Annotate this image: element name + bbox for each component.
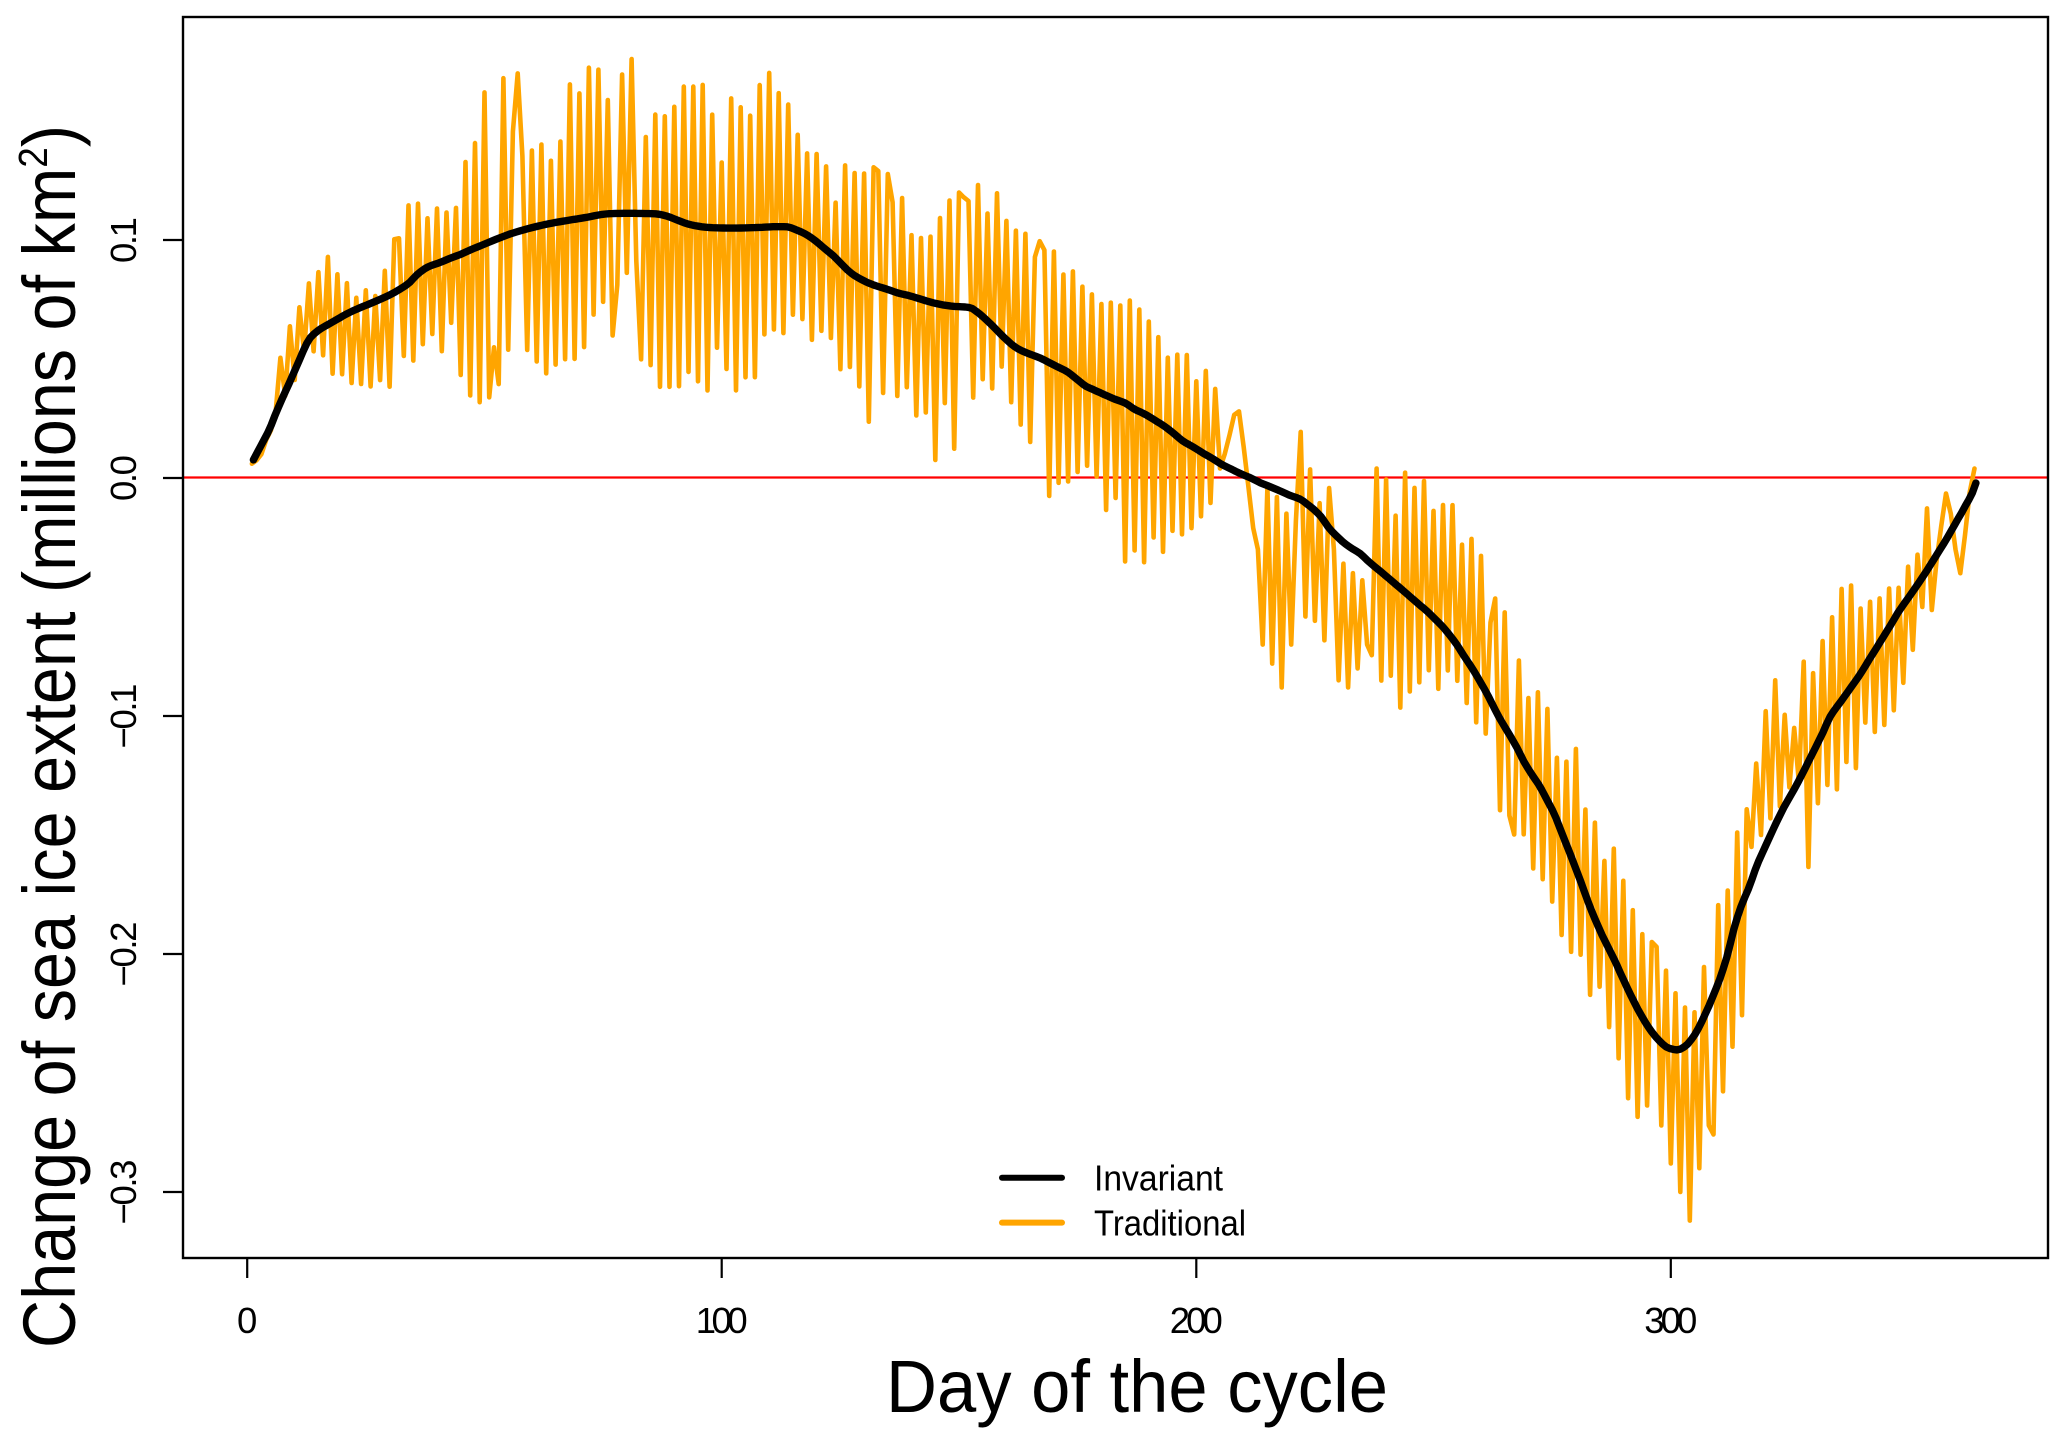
svg-text:Change of sea ice extent (mill: Change of sea ice extent (millions of km… [8,125,91,1348]
svg-text:0: 0 [237,1300,257,1341]
svg-text:−0.2: −0.2 [103,922,144,987]
svg-text:100: 100 [696,1300,748,1341]
svg-text:−0.3: −0.3 [103,1160,144,1225]
svg-text:300: 300 [1644,1300,1697,1341]
svg-text:Invariant: Invariant [1094,1158,1223,1199]
svg-text:0.0: 0.0 [103,455,144,501]
svg-text:Traditional: Traditional [1094,1203,1246,1244]
svg-text:−0.1: −0.1 [103,684,144,749]
svg-text:0.1: 0.1 [103,217,144,263]
svg-text:200: 200 [1170,1300,1223,1341]
svg-text:Day of the cycle: Day of the cycle [886,1345,1388,1428]
